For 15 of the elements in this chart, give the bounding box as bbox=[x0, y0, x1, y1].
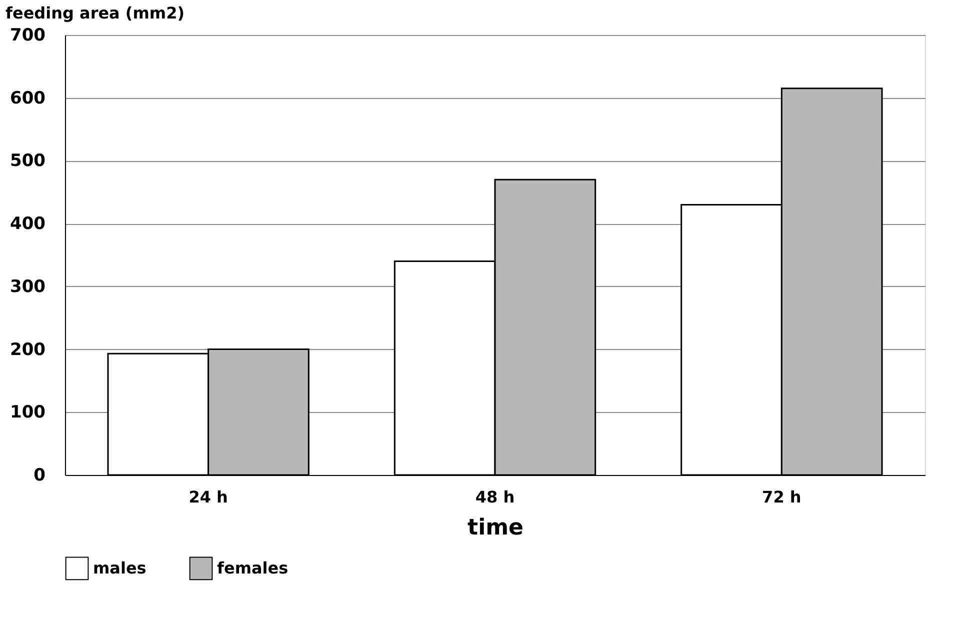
y-axis-title: feeding area (mm2) bbox=[6, 4, 185, 22]
y-tick-label: 0 bbox=[34, 466, 46, 486]
y-tick-label: 400 bbox=[10, 214, 46, 234]
y-tick-label: 500 bbox=[10, 151, 46, 172]
y-tick-label: 600 bbox=[10, 88, 46, 108]
x-tick-label: 48 h bbox=[475, 488, 515, 506]
x-tick-label: 72 h bbox=[762, 488, 802, 506]
legend-label: males bbox=[93, 558, 146, 578]
legend-label: females bbox=[217, 558, 288, 578]
y-tick-label: 200 bbox=[10, 340, 46, 360]
y-tick-label: 300 bbox=[10, 276, 46, 297]
x-axis-title: time bbox=[468, 516, 524, 540]
y-tick-label: 100 bbox=[10, 402, 46, 423]
x-tick-label: 24 h bbox=[188, 488, 228, 506]
y-tick-label: 700 bbox=[10, 26, 46, 46]
